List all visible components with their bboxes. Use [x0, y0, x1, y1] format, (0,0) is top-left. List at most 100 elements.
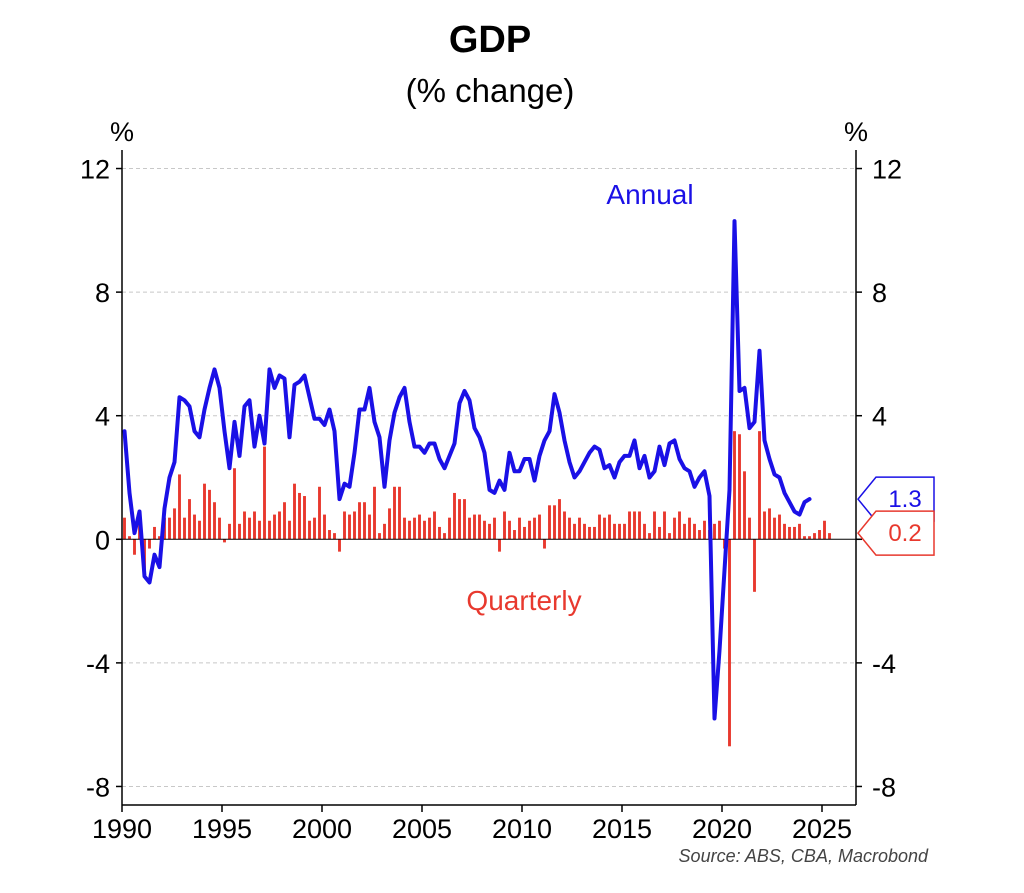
quarterly-last-value-callout: 0.2 [857, 510, 935, 556]
quarterly-bar [128, 536, 131, 540]
quarterly-bar [763, 511, 766, 540]
quarterly-bar [648, 533, 651, 540]
quarterly-bar [308, 520, 311, 540]
quarterly-bar [498, 539, 501, 552]
quarterly-bar [173, 508, 176, 540]
quarterly-bar [158, 536, 161, 540]
y-tick-label-left: -8 [86, 772, 110, 802]
quarterly-bar [683, 523, 686, 540]
x-tick-label: 2020 [692, 814, 752, 844]
quarterly-bar [633, 511, 636, 540]
annual-last-value-callout: 1.3 [857, 476, 935, 522]
quarterly-bar [123, 517, 126, 540]
quarterly-bar [653, 511, 656, 540]
quarterly-bar [793, 526, 796, 540]
quarterly-bar [218, 517, 221, 540]
quarterly-bars [123, 431, 831, 747]
quarterly-bar [368, 514, 371, 540]
y-tick-label-right: 8 [872, 278, 887, 308]
quarterly-bar [228, 523, 231, 540]
quarterly-bar [758, 431, 761, 540]
quarterly-bar [673, 517, 676, 540]
quarterly-bar [363, 502, 366, 540]
quarterly-bar [678, 511, 681, 540]
quarterly-bar [423, 520, 426, 540]
quarterly-bar [328, 530, 331, 540]
quarterly-bar [398, 486, 401, 540]
quarterly-bar [198, 520, 201, 540]
chart-title: GDP [449, 19, 531, 61]
quarterly-bar [383, 523, 386, 540]
y-tick-label-right: 12 [872, 155, 902, 185]
annual-series-label: Annual [606, 179, 693, 210]
quarterly-bar [713, 523, 716, 540]
quarterly-bar [478, 514, 481, 540]
quarterly-bar [208, 489, 211, 540]
quarterly-bar [448, 517, 451, 540]
quarterly-bar [533, 517, 536, 540]
quarterly-bar [483, 520, 486, 540]
quarterly-bar [393, 486, 396, 540]
annual-line-group [122, 219, 812, 721]
quarterly-bar [493, 517, 496, 540]
quarterly-bar [598, 514, 601, 540]
quarterly-bar [313, 517, 316, 540]
y-tick-label-left: -4 [86, 649, 110, 679]
quarterly-bar [258, 520, 261, 540]
quarterly-series-label: Quarterly [466, 585, 581, 616]
quarterly-bar [183, 517, 186, 540]
quarterly-bar [623, 523, 626, 540]
quarterly-bar [753, 539, 756, 592]
quarterly-bar [273, 514, 276, 540]
quarterly-last-value-callout-text: 0.2 [888, 520, 921, 547]
quarterly-bar [593, 526, 596, 540]
quarterly-bar [573, 523, 576, 540]
quarterly-bar [733, 431, 736, 540]
quarterly-bar [748, 517, 751, 540]
quarterly-bar [688, 517, 691, 540]
quarterly-bar [773, 517, 776, 540]
quarterly-bar [473, 514, 476, 540]
quarterly-bar [823, 520, 826, 540]
quarterly-bar [378, 533, 381, 540]
quarterly-bar [503, 511, 506, 540]
quarterly-bar [283, 502, 286, 540]
quarterly-bar [518, 517, 521, 540]
quarterly-bar [613, 523, 616, 540]
x-tick-label: 2015 [592, 814, 652, 844]
quarterly-bar [628, 511, 631, 540]
right-axis-unit: % [844, 117, 868, 147]
quarterly-bar [148, 539, 151, 549]
quarterly-bar [408, 520, 411, 540]
annual-last-value-callout-text: 1.3 [888, 486, 921, 513]
quarterly-bar [223, 539, 226, 543]
quarterly-bar [443, 533, 446, 540]
left-axis-unit: % [110, 117, 134, 147]
quarterly-bar [568, 517, 571, 540]
x-tick-labels: 1990 1995 2000 2005 2010 2015 2020 2025 [92, 814, 852, 844]
quarterly-bar [343, 511, 346, 540]
quarterly-bar [468, 517, 471, 540]
quarterly-bar [233, 468, 236, 540]
y-tick-label-left: 0 [95, 525, 110, 555]
x-tick-label: 2005 [392, 814, 452, 844]
quarterly-bar [698, 530, 701, 540]
quarterly-bar [168, 517, 171, 540]
quarterly-bar [243, 511, 246, 540]
quarterly-bar [323, 514, 326, 540]
quarterly-bar [458, 499, 461, 540]
quarterly-bar [453, 492, 456, 540]
quarterly-bar [643, 523, 646, 540]
quarterly-bar [333, 533, 336, 540]
quarterly-bar [433, 511, 436, 540]
quarterly-bar [293, 483, 296, 540]
quarterly-bar [188, 499, 191, 540]
quarterly-bar [703, 520, 706, 540]
quarterly-bar [263, 446, 266, 540]
quarterly-bar [508, 520, 511, 540]
quarterly-bar [463, 499, 466, 540]
y-tick-label-right: -8 [872, 772, 896, 802]
quarterly-bar [808, 536, 811, 540]
quarterly-bar [768, 508, 771, 540]
